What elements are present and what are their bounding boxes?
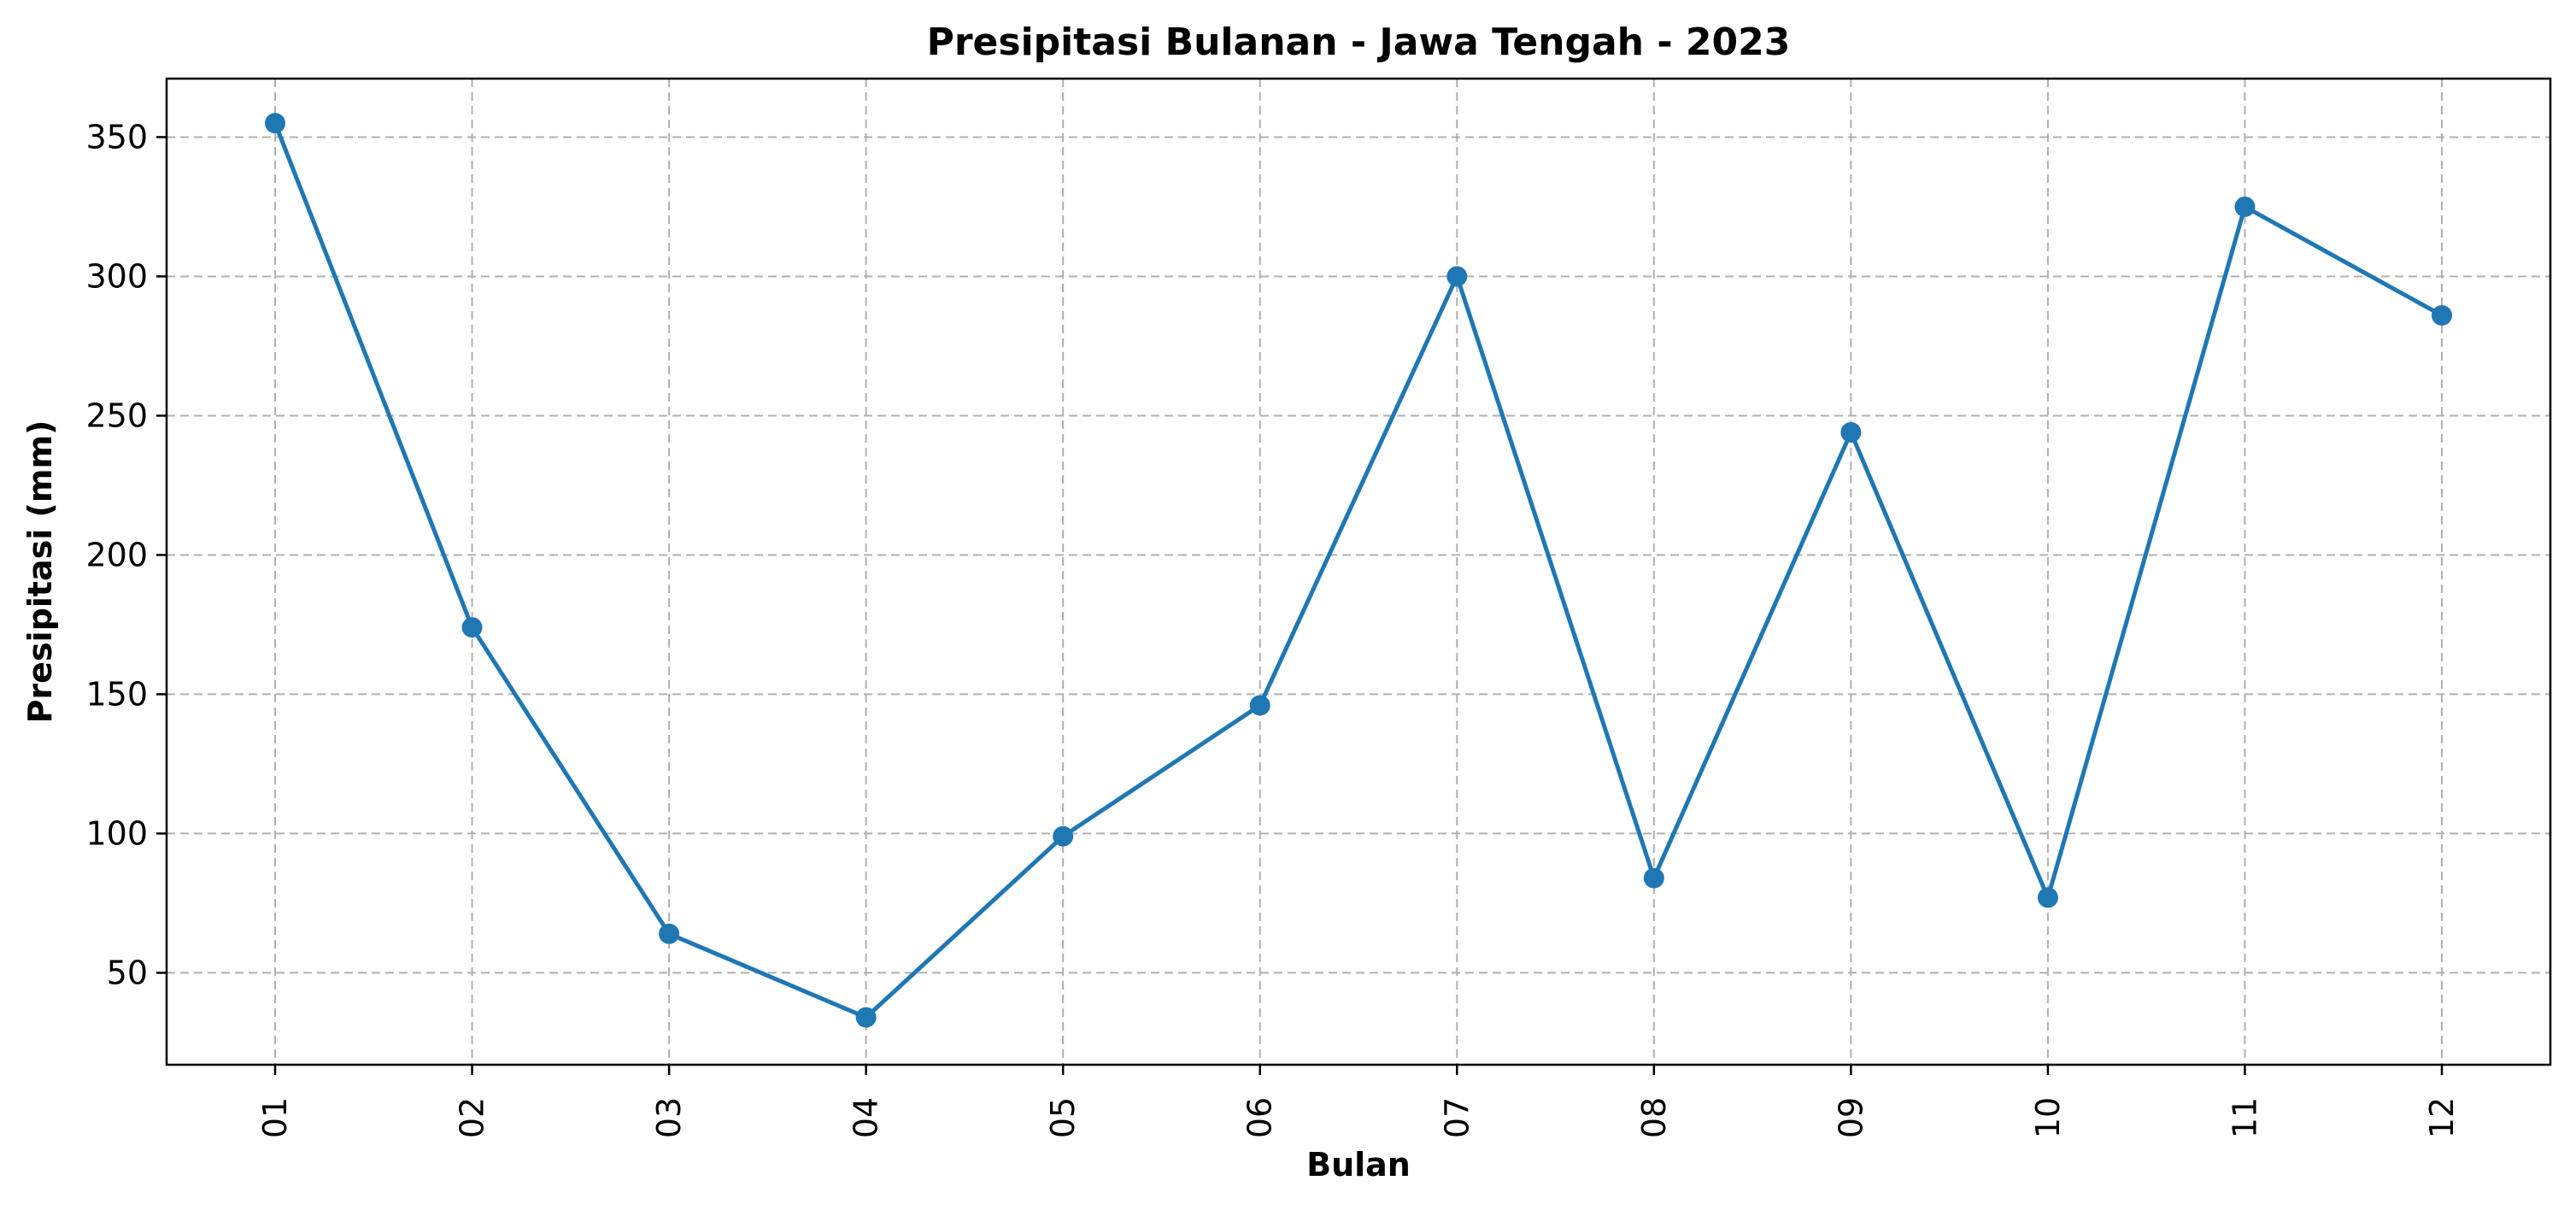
plot-frame	[165, 77, 2552, 1066]
x-tick-label: 08	[1635, 1097, 1673, 1138]
x-tick-label: 05	[1044, 1097, 1082, 1138]
x-axis-ticks: 01 02 03 04 05 06 07 08 09 10 11 12	[256, 1065, 2461, 1138]
x-tick-label: 10	[2029, 1097, 2067, 1138]
data-point	[2234, 196, 2256, 217]
x-tick-label: 06	[1241, 1097, 1279, 1138]
data-point	[1643, 867, 1664, 889]
data-point	[461, 617, 483, 638]
data-point	[265, 113, 285, 134]
y-tick-label: 250	[85, 396, 148, 434]
x-tick-label: 12	[2423, 1097, 2461, 1138]
series-line	[273, 122, 2444, 1020]
data-point	[1446, 266, 1468, 287]
x-tick-label: 03	[650, 1097, 688, 1138]
x-tick-label: 07	[1438, 1097, 1476, 1138]
data-point	[659, 923, 680, 944]
series	[265, 113, 2452, 1028]
y-tick-label: 100	[85, 814, 148, 852]
data-point	[1840, 422, 1862, 443]
y-axis-label: Presipitasi (mm)	[21, 420, 59, 724]
y-tick-label: 200	[85, 536, 148, 573]
data-point	[855, 1007, 877, 1028]
y-tick-label: 150	[85, 675, 148, 713]
x-tick-label: 11	[2226, 1097, 2263, 1138]
x-tick-label: 04	[848, 1097, 885, 1138]
grid	[167, 79, 2550, 1065]
data-point	[2432, 305, 2452, 326]
x-tick-label: 02	[454, 1097, 491, 1138]
x-tick-label: 09	[1832, 1097, 1869, 1138]
y-tick-label: 350	[85, 118, 148, 156]
data-point	[1249, 695, 1270, 716]
x-axis-label: Bulan	[1306, 1146, 1411, 1184]
y-axis-ticks: 50 100 150 200 250 300 350	[85, 118, 167, 991]
x-tick-label: 01	[256, 1097, 294, 1138]
chart-title: Presipitasi Bulanan - Jawa Tengah - 2023	[927, 21, 1791, 64]
data-point	[1053, 825, 1074, 847]
y-tick-label: 50	[107, 954, 148, 991]
y-tick-label: 300	[85, 257, 148, 295]
data-point	[2037, 887, 2058, 908]
